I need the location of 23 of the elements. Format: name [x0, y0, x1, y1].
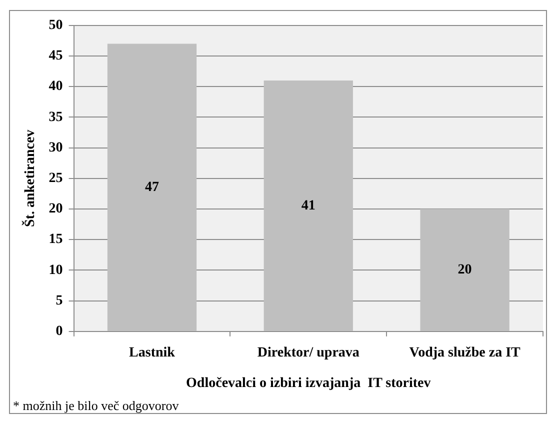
data-label: 20 — [458, 262, 472, 278]
y-tick-label: 20 — [48, 202, 63, 217]
y-tick-label: 45 — [48, 48, 63, 64]
data-label: 41 — [301, 198, 316, 214]
y-tick-label: 25 — [48, 171, 63, 186]
x-tick-label: Lastnik — [129, 345, 176, 360]
y-tick-label: 50 — [48, 18, 63, 34]
bar — [420, 209, 510, 331]
y-axis-title: Št. anketirancev — [21, 130, 38, 228]
y-tick-label: 0 — [56, 324, 63, 340]
y-tick-label: 10 — [48, 262, 63, 278]
y-tick-label: 15 — [48, 232, 63, 248]
y-tick-label: 5 — [56, 293, 63, 308]
y-tick-label: 35 — [48, 110, 63, 125]
y-tick-label: 40 — [48, 79, 63, 94]
x-axis-title: Odločevalci o izbiri izvajanja IT storitev — [186, 376, 431, 392]
y-tick-label: 30 — [48, 140, 63, 156]
x-tick-label: Direktor/ uprava — [257, 345, 360, 360]
bar — [264, 80, 353, 331]
data-label: 47 — [145, 180, 159, 195]
x-tick-label: Vodja službe za IT — [409, 345, 522, 360]
bar — [107, 44, 197, 331]
text: * možnih je bilo več odgovorov — [13, 398, 180, 413]
